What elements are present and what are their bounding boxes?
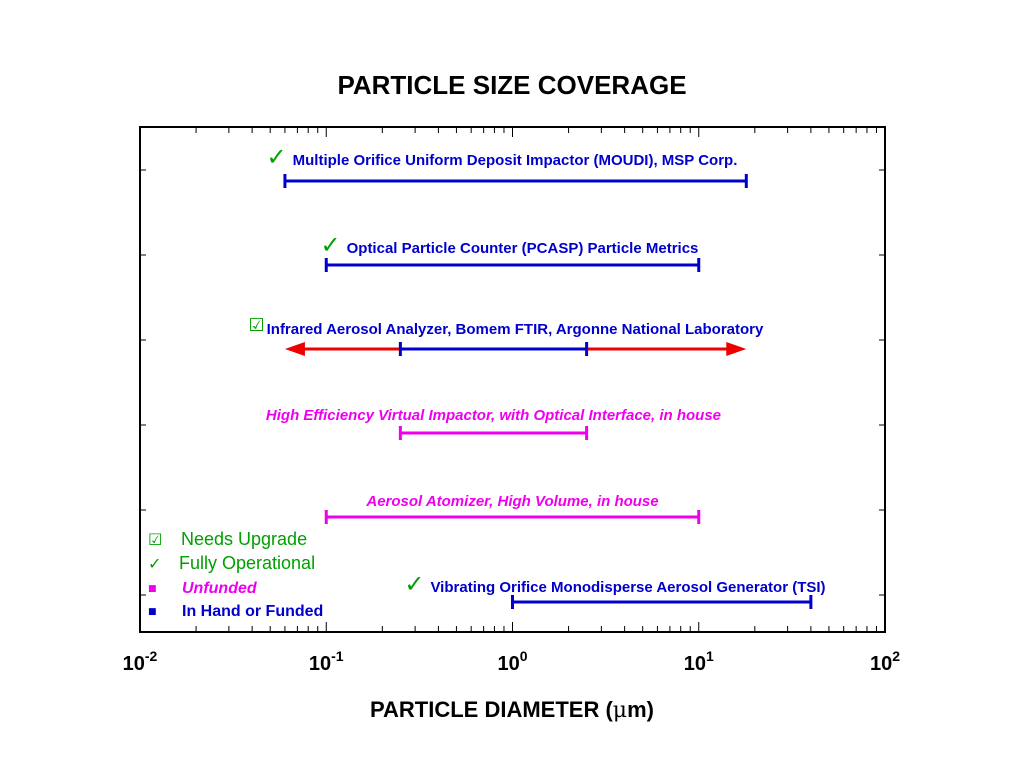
range-row: High Efficiency Virtual Impactor, with O… bbox=[266, 407, 721, 440]
legend-label: Needs Upgrade bbox=[181, 529, 307, 549]
fully-operational-icon: ✓ bbox=[404, 570, 424, 598]
axis-ticks bbox=[139, 127, 886, 632]
range-label: Infrared Aerosol Analyzer, Bomem FTIR, A… bbox=[267, 321, 764, 338]
x-tick-label-base: 10 bbox=[870, 653, 892, 675]
x-tick-label-exponent: 1 bbox=[706, 648, 714, 664]
range-arrowhead-right bbox=[726, 342, 747, 356]
legend-label: In Hand or Funded bbox=[182, 603, 323, 620]
range-row: Aerosol Atomizer, High Volume, in house bbox=[324, 493, 701, 524]
x-axis-label: PARTICLE DIAMETER (μm) bbox=[370, 697, 654, 723]
range-row: Infrared Aerosol Analyzer, Bomem FTIR, A… bbox=[248, 315, 764, 356]
range-label: High Efficiency Virtual Impactor, with O… bbox=[266, 407, 721, 424]
legend-item: ■ In Hand or Funded bbox=[148, 603, 323, 620]
chart-title: PARTICLE SIZE COVERAGE bbox=[337, 70, 686, 100]
legend: ☑ Needs Upgrade ✓ Fully Operational ■ Unfunde… bbox=[148, 529, 323, 620]
x-tick-label: 101 bbox=[684, 648, 714, 675]
x-axis-label-main: PARTICLE DIAMETER ( bbox=[370, 697, 613, 722]
x-tick-label-base: 10 bbox=[684, 653, 706, 675]
x-tick-label: 102 bbox=[870, 648, 900, 675]
x-tick-label-base: 10 bbox=[123, 653, 145, 675]
range-bars: Multiple Orifice Uniform Deposit Impacto… bbox=[248, 143, 826, 609]
needs-upgrade-icon: ☑ bbox=[248, 315, 264, 336]
fully-operational-icon: ✓ bbox=[321, 231, 341, 259]
fully-operational-icon: ✓ bbox=[267, 143, 287, 171]
legend-item: ☑ Needs Upgrade bbox=[148, 529, 307, 549]
range-label: Optical Particle Counter (PCASP) Particl… bbox=[347, 240, 699, 257]
range-row: Vibrating Orifice Monodisperse Aerosol G… bbox=[404, 570, 826, 609]
funded-swatch-icon: ■ bbox=[148, 607, 157, 617]
x-tick-label: 10-2 bbox=[123, 648, 158, 675]
legend-item: ■ Unfunded bbox=[148, 580, 258, 597]
x-tick-label-exponent: 0 bbox=[520, 648, 528, 664]
legend-label: Unfunded bbox=[182, 580, 258, 597]
x-axis-label-end: m) bbox=[627, 697, 654, 722]
x-tick-label-base: 10 bbox=[497, 653, 519, 675]
range-row: Multiple Orifice Uniform Deposit Impacto… bbox=[267, 143, 748, 188]
range-row: Optical Particle Counter (PCASP) Particl… bbox=[321, 231, 701, 272]
legend-label: Fully Operational bbox=[179, 553, 315, 573]
x-tick-label-exponent: -2 bbox=[145, 648, 158, 664]
range-label: Vibrating Orifice Monodisperse Aerosol G… bbox=[430, 579, 825, 596]
x-axis-label-mu: μ bbox=[613, 698, 627, 723]
x-tick-labels: 10-2 10-1 100 101 102 bbox=[123, 648, 901, 675]
range-label: Aerosol Atomizer, High Volume, in house bbox=[365, 493, 658, 510]
legend-item: ✓ Fully Operational bbox=[148, 553, 315, 573]
x-tick-label-exponent: -1 bbox=[331, 648, 344, 664]
x-tick-label: 10-1 bbox=[309, 648, 344, 675]
fully-operational-icon: ✓ bbox=[148, 554, 161, 573]
range-arrowhead-left bbox=[284, 342, 305, 356]
x-tick-label-base: 10 bbox=[309, 653, 331, 675]
x-tick-label: 100 bbox=[497, 648, 527, 675]
needs-upgrade-icon: ☑ bbox=[148, 530, 162, 549]
unfunded-swatch-icon: ■ bbox=[148, 584, 157, 594]
x-tick-label-exponent: 2 bbox=[892, 648, 900, 664]
range-label: Multiple Orifice Uniform Deposit Impacto… bbox=[293, 152, 738, 169]
